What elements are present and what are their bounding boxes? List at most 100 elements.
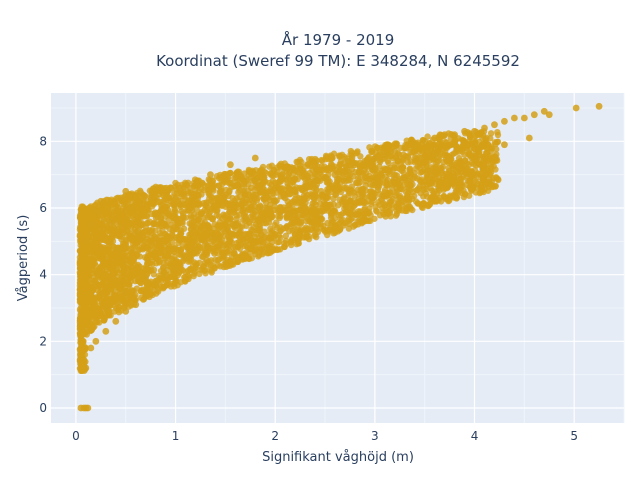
scatter-point bbox=[479, 166, 487, 173]
scatter-point bbox=[133, 285, 141, 292]
scatter-point bbox=[457, 180, 464, 188]
scatter-point bbox=[97, 236, 104, 244]
scatter-point bbox=[92, 227, 100, 234]
scatter-point bbox=[347, 209, 354, 217]
scatter-point bbox=[205, 224, 213, 232]
scatter-point bbox=[404, 180, 411, 187]
scatter-point bbox=[324, 219, 331, 227]
scatter-point bbox=[184, 238, 191, 246]
scatter-point bbox=[275, 232, 283, 240]
scatter-point bbox=[460, 137, 467, 145]
scatter-point bbox=[125, 296, 132, 304]
scatter-point bbox=[164, 246, 171, 254]
scatter-point bbox=[310, 158, 317, 166]
scatter-point bbox=[346, 171, 354, 178]
scatter-point bbox=[345, 161, 353, 169]
scatter-point bbox=[480, 175, 487, 183]
scatter-point bbox=[300, 197, 308, 204]
scatter-point bbox=[357, 178, 364, 186]
scatter-point bbox=[377, 171, 384, 178]
scatter-point bbox=[100, 216, 108, 223]
scatter-point bbox=[248, 203, 255, 211]
scatter-point bbox=[185, 267, 192, 274]
scatter-point bbox=[221, 227, 229, 235]
scatter-point bbox=[429, 165, 437, 172]
scatter-point bbox=[122, 307, 130, 315]
scatter-point bbox=[367, 181, 374, 188]
y-tick-label: 6 bbox=[39, 201, 47, 215]
scatter-point bbox=[193, 218, 200, 226]
scatter-point bbox=[354, 218, 361, 225]
scatter-point bbox=[418, 203, 425, 211]
scatter-point bbox=[488, 160, 495, 168]
scatter-point bbox=[178, 207, 185, 215]
scatter-point bbox=[318, 163, 325, 170]
scatter-point bbox=[392, 189, 399, 196]
scatter-point bbox=[245, 255, 253, 262]
scatter-point bbox=[317, 187, 325, 195]
scatter-point bbox=[111, 308, 118, 315]
scatter-point bbox=[435, 174, 443, 181]
scatter-point bbox=[455, 154, 463, 162]
scatter-point bbox=[105, 245, 113, 253]
scatter-point bbox=[193, 177, 201, 185]
scatter-point bbox=[198, 185, 205, 193]
scatter-point bbox=[431, 151, 439, 159]
scatter-point bbox=[77, 279, 84, 287]
scatter-point bbox=[233, 239, 240, 247]
scatter-point bbox=[408, 136, 415, 144]
scatter-point bbox=[200, 200, 207, 207]
scatter-point bbox=[109, 252, 116, 259]
scatter-point bbox=[453, 187, 460, 194]
scatter-point bbox=[97, 296, 104, 303]
scatter-point bbox=[365, 210, 372, 217]
scatter-point bbox=[133, 209, 141, 216]
scatter-point bbox=[297, 220, 304, 228]
scatter-point bbox=[393, 206, 400, 214]
scatter-point bbox=[410, 148, 418, 155]
scatter-point bbox=[180, 189, 187, 196]
scatter-point bbox=[339, 209, 347, 217]
scatter-point bbox=[351, 150, 359, 157]
scatter-point bbox=[390, 172, 398, 179]
scatter-point bbox=[520, 114, 528, 122]
scatter-point bbox=[256, 237, 264, 245]
scatter-point bbox=[329, 209, 336, 217]
scatter-point bbox=[361, 157, 369, 165]
scatter-point bbox=[305, 174, 312, 181]
scatter-point bbox=[296, 206, 303, 214]
scatter-point bbox=[318, 156, 325, 164]
scatter-point bbox=[103, 196, 110, 204]
scatter-point bbox=[197, 229, 204, 236]
scatter-point bbox=[494, 128, 501, 136]
scatter-point bbox=[233, 169, 240, 177]
scatter-point bbox=[525, 134, 533, 142]
scatter-point bbox=[407, 158, 415, 165]
scatter-point bbox=[332, 223, 340, 230]
scatter-point bbox=[187, 203, 194, 211]
scatter-point bbox=[236, 245, 244, 252]
scatter-point bbox=[134, 277, 142, 285]
scatter-point bbox=[145, 253, 152, 261]
scatter-point bbox=[137, 189, 145, 196]
scatter-point bbox=[259, 163, 267, 171]
x-tick-label: 1 bbox=[172, 429, 180, 443]
scatter-point bbox=[218, 253, 225, 261]
scatter-point bbox=[177, 234, 185, 241]
scatter-point bbox=[177, 201, 184, 209]
scatter-point bbox=[206, 195, 213, 202]
scatter-point bbox=[435, 196, 442, 204]
scatter-point bbox=[312, 201, 319, 208]
scatter-point bbox=[219, 197, 226, 204]
scatter-point bbox=[236, 200, 244, 208]
scatter-point bbox=[156, 229, 164, 237]
scatter-point bbox=[445, 164, 452, 172]
scatter-point bbox=[510, 114, 518, 122]
scatter-point bbox=[251, 207, 259, 215]
scatter-point bbox=[422, 190, 430, 197]
scatter-point bbox=[285, 171, 292, 178]
scatter-point bbox=[182, 254, 189, 262]
scatter-point bbox=[336, 161, 343, 168]
scatter-point bbox=[411, 173, 418, 181]
x-tick-label: 3 bbox=[371, 429, 379, 443]
